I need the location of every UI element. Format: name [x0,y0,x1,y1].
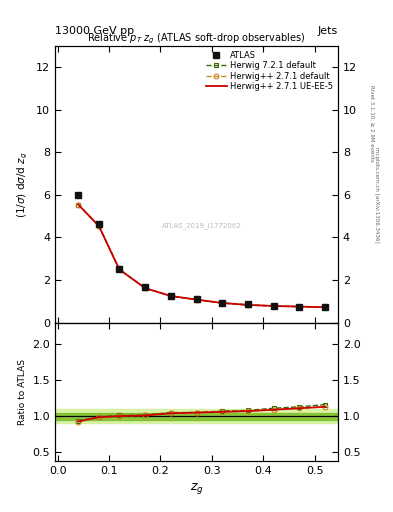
Herwig++ 2.7.1 UE-EE-5 [194,296,199,303]
Line: Herwig 7.2.1 default: Herwig 7.2.1 default [76,202,327,310]
Y-axis label: (1/$\sigma$) d$\sigma$/d $z_g$: (1/$\sigma$) d$\sigma$/d $z_g$ [16,151,31,218]
Herwig++ 2.7.1 UE-EE-5 [271,303,276,309]
Herwig++ 2.7.1 UE-EE-5 [143,285,147,291]
ATLAS [76,192,81,198]
ATLAS [194,296,199,302]
Herwig++ 2.7.1 default [246,302,250,308]
ATLAS [96,221,101,227]
Herwig++ 2.7.1 UE-EE-5 [246,302,250,308]
Herwig 7.2.1 default [143,285,147,291]
Text: Jets: Jets [318,26,338,36]
ATLAS [143,284,147,290]
Line: Herwig++ 2.7.1 default: Herwig++ 2.7.1 default [76,202,327,310]
Bar [55,409,338,423]
Herwig++ 2.7.1 UE-EE-5 [297,304,302,310]
Herwig++ 2.7.1 default [169,293,173,299]
Herwig++ 2.7.1 UE-EE-5 [169,293,173,299]
Herwig++ 2.7.1 default [96,223,101,229]
Herwig 7.2.1 default [194,296,199,303]
Bar [55,413,338,420]
Herwig++ 2.7.1 default [220,300,224,306]
Herwig 7.2.1 default [297,304,302,310]
ATLAS [323,304,327,310]
Herwig++ 2.7.1 default [194,296,199,303]
ATLAS [271,303,276,309]
X-axis label: $z_g$: $z_g$ [189,481,204,496]
Text: mcplots.cern.ch [arXiv:1306.3436]: mcplots.cern.ch [arXiv:1306.3436] [374,147,379,242]
Herwig 7.2.1 default [96,223,101,229]
Herwig 7.2.1 default [271,303,276,309]
ATLAS [246,302,250,308]
Herwig 7.2.1 default [117,266,122,272]
Text: ATLAS_2019_I1772062: ATLAS_2019_I1772062 [162,222,242,229]
Herwig 7.2.1 default [220,300,224,306]
Y-axis label: Ratio to ATLAS: Ratio to ATLAS [18,359,27,424]
Herwig 7.2.1 default [246,302,250,308]
Herwig++ 2.7.1 UE-EE-5 [323,304,327,310]
Herwig++ 2.7.1 default [271,303,276,309]
Line: Herwig++ 2.7.1 UE-EE-5: Herwig++ 2.7.1 UE-EE-5 [78,204,325,307]
Herwig++ 2.7.1 default [76,201,81,207]
Herwig++ 2.7.1 UE-EE-5 [76,201,81,207]
ATLAS [169,293,173,299]
Herwig 7.2.1 default [76,201,81,207]
Herwig++ 2.7.1 UE-EE-5 [96,223,101,229]
Text: Rivet 3.1.10, ≥ 2.9M events: Rivet 3.1.10, ≥ 2.9M events [369,84,374,161]
Herwig++ 2.7.1 default [297,304,302,310]
Herwig 7.2.1 default [169,293,173,299]
Herwig++ 2.7.1 default [117,266,122,272]
Herwig++ 2.7.1 default [143,285,147,291]
ATLAS [297,304,302,310]
Text: 13000 GeV pp: 13000 GeV pp [55,26,134,36]
Herwig++ 2.7.1 UE-EE-5 [117,266,122,272]
Herwig 7.2.1 default [323,304,327,310]
Legend: ATLAS, Herwig 7.2.1 default, Herwig++ 2.7.1 default, Herwig++ 2.7.1 UE-EE-5: ATLAS, Herwig 7.2.1 default, Herwig++ 2.… [203,49,336,93]
ATLAS [117,266,122,272]
Line: ATLAS: ATLAS [75,192,328,310]
Title: Relative $p_T$ $z_g$ (ATLAS soft-drop observables): Relative $p_T$ $z_g$ (ATLAS soft-drop ob… [87,32,306,46]
Herwig++ 2.7.1 default [323,304,327,310]
Herwig++ 2.7.1 UE-EE-5 [220,300,224,306]
ATLAS [220,300,224,306]
